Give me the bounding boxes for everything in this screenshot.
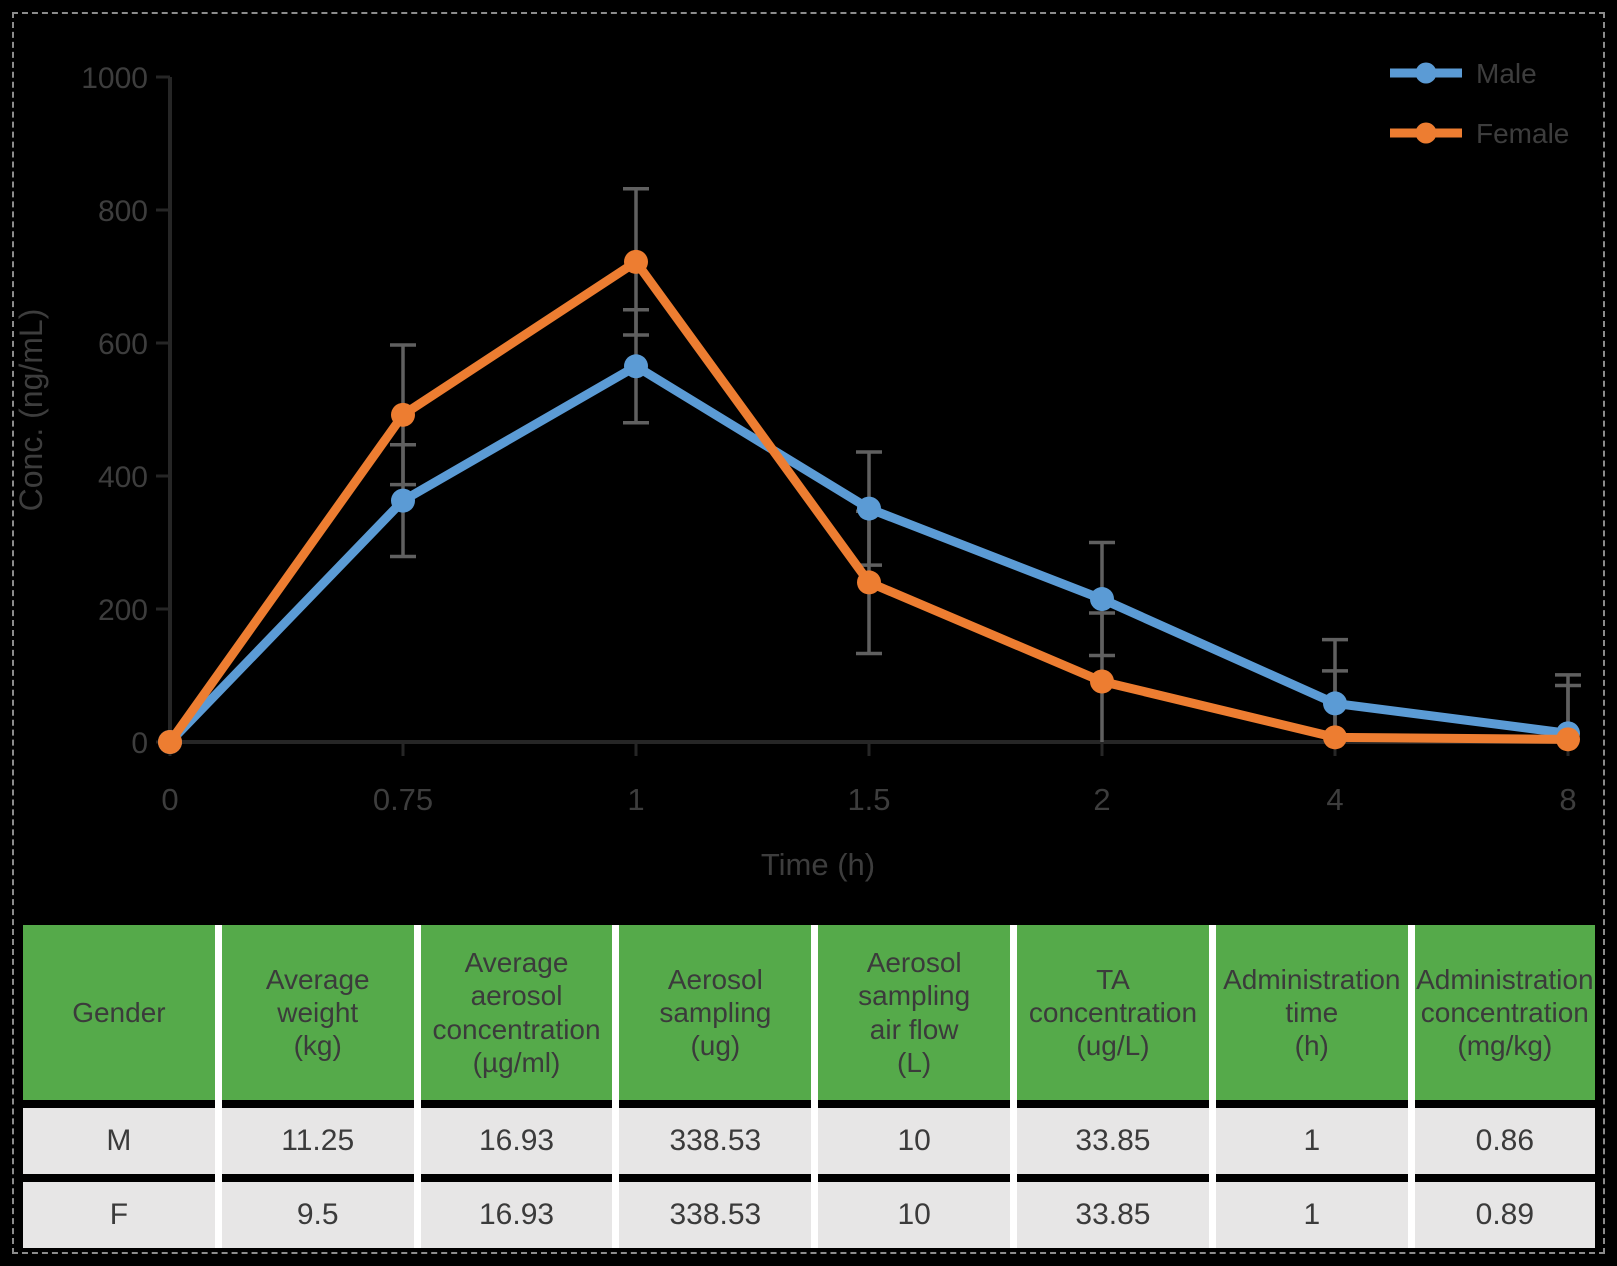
- y-tick-label: 0: [131, 727, 148, 760]
- male-data-point: [391, 488, 415, 513]
- table-header-gender: Gender: [23, 925, 215, 1100]
- table-row-divider: [1414, 1100, 1595, 1108]
- table-row-divider: [420, 1100, 613, 1108]
- x-tick-label: 2: [1093, 782, 1110, 817]
- table-header-admin-conc: Administration concentration (mg/kg): [1414, 925, 1595, 1100]
- table-cell: 0.89: [1414, 1182, 1595, 1248]
- female-data-point: [1323, 725, 1347, 750]
- table-cell: 16.93: [420, 1182, 613, 1248]
- table-row-divider: [221, 1174, 414, 1182]
- table-cell: 10: [818, 1182, 1011, 1248]
- table-header-admin-time: Administration time (h): [1215, 925, 1408, 1100]
- x-tick-label: 4: [1326, 782, 1343, 817]
- y-tick-label: 200: [98, 594, 148, 627]
- male-data-point: [1323, 691, 1347, 716]
- table-row-divider: [619, 1174, 812, 1182]
- legend-label-female: Female: [1476, 118, 1569, 149]
- table-cell: M: [23, 1108, 215, 1174]
- x-tick-label: 1.5: [847, 782, 890, 817]
- table-row-divider: [619, 1100, 812, 1108]
- table-row-divider: [221, 1100, 414, 1108]
- x-axis-title: Time (h): [761, 847, 875, 882]
- table-row-divider: [23, 1174, 215, 1182]
- table-row-divider: [1215, 1174, 1408, 1182]
- table-row-divider: [23, 1100, 215, 1108]
- table-row-divider: [1414, 1174, 1595, 1182]
- female-data-point: [857, 570, 881, 595]
- male-data-point: [624, 354, 648, 379]
- table-row-divider: [420, 1174, 613, 1182]
- y-tick-label: 800: [98, 195, 148, 228]
- table-cell: 11.25: [221, 1108, 414, 1174]
- male-data-point: [857, 496, 881, 521]
- x-tick-label: 0.75: [373, 782, 433, 817]
- table-cell: 1: [1215, 1108, 1408, 1174]
- legend-label-male: Male: [1476, 58, 1537, 89]
- dosing-parameters-table: Gender Average weight (kg) Average aeros…: [23, 925, 1595, 1248]
- female-data-point: [391, 402, 415, 427]
- x-tick-label: 0: [161, 782, 178, 817]
- table-row-divider: [1215, 1100, 1408, 1108]
- table-header-avg-weight: Average weight (kg): [221, 925, 414, 1100]
- female-data-point: [1556, 727, 1580, 752]
- x-tick-label: 8: [1559, 782, 1576, 817]
- table-cell: 338.53: [619, 1182, 812, 1248]
- y-tick-label: 400: [98, 461, 148, 494]
- y-axis-title: Conc. (ng/mL): [13, 309, 49, 512]
- table-cell: 33.85: [1017, 1182, 1209, 1248]
- table-cell: 0.86: [1414, 1108, 1595, 1174]
- legend-marker-male: [1415, 62, 1437, 84]
- x-tick-label: 1: [627, 782, 644, 817]
- legend-marker-female: [1415, 122, 1437, 144]
- table-header-avg-aerosol: Average aerosol concentration (µg/ml): [420, 925, 613, 1100]
- table-row-divider: [1017, 1174, 1209, 1182]
- female-data-point: [624, 249, 648, 274]
- table-cell: 1: [1215, 1182, 1408, 1248]
- table-cell: 9.5: [221, 1182, 414, 1248]
- table-cell: 338.53: [619, 1108, 812, 1174]
- table-header-airflow: Aerosol sampling air flow (L): [818, 925, 1011, 1100]
- table-row-divider: [1017, 1100, 1209, 1108]
- table-header-sampling: Aerosol sampling (ug): [619, 925, 812, 1100]
- table-cell: 10: [818, 1108, 1011, 1174]
- male-data-point: [1090, 587, 1114, 612]
- table-cell: 33.85: [1017, 1108, 1209, 1174]
- table-row-divider: [818, 1174, 1011, 1182]
- table-row-divider: [818, 1100, 1011, 1108]
- y-tick-label: 600: [98, 328, 148, 361]
- female-data-point: [158, 730, 182, 754]
- table-cell: F: [23, 1182, 215, 1248]
- y-tick-label: 1000: [81, 62, 148, 95]
- table-header-ta-conc: TA concentration (ug/L): [1017, 925, 1209, 1100]
- table-cell: 16.93: [420, 1108, 613, 1174]
- female-data-point: [1090, 669, 1114, 694]
- concentration-time-line-chart: 0 200 400 600 800 1000 0 0.75 1 1.5 2 4 8 Conc. (ng/m…: [13, 58, 1581, 882]
